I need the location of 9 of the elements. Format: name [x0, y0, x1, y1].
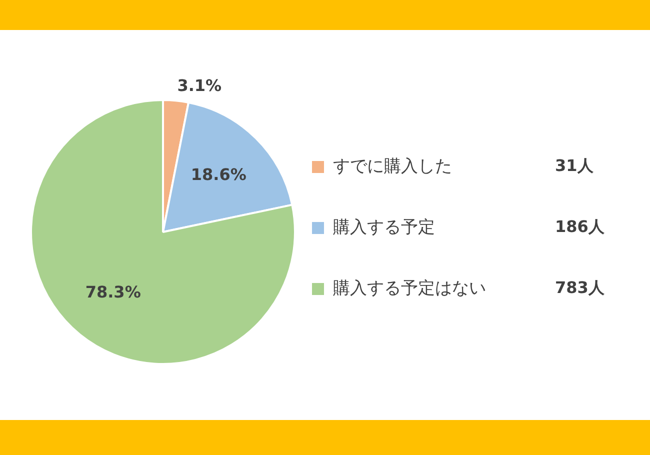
- text: 31人: [555, 156, 594, 176]
- legend-label: 購入する予定はない: [333, 278, 486, 298]
- legend-label: すでに購入した: [333, 156, 452, 176]
- data-label: 3.1%: [177, 76, 222, 95]
- text: 186人: [555, 217, 606, 236]
- text: 783人: [555, 278, 606, 298]
- data-label: 78.3%: [85, 282, 141, 302]
- data-label: 18.6%: [190, 164, 246, 184]
- legend-label: 購入する予定: [333, 217, 435, 238]
